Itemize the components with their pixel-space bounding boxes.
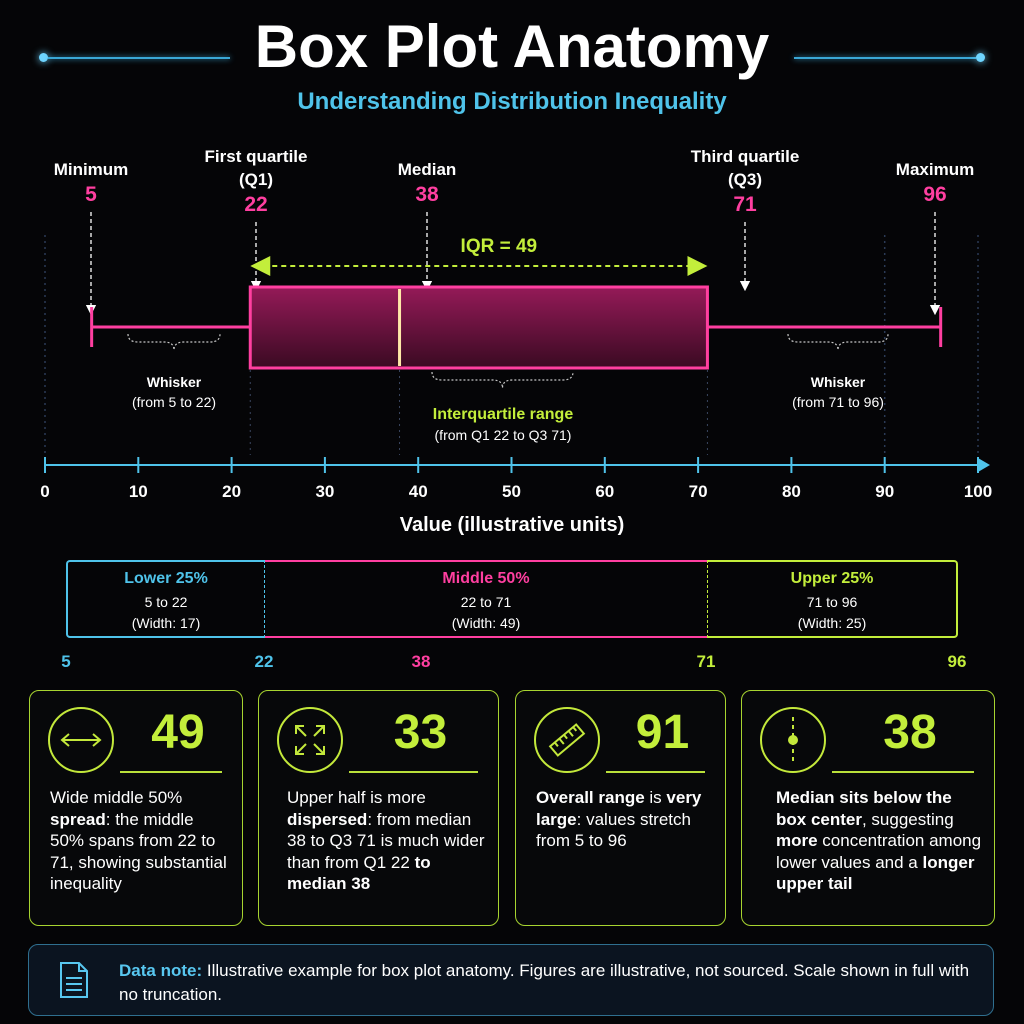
segment-tick-label: 96 xyxy=(947,652,967,671)
stat-label-q3: (Q3) xyxy=(728,170,762,189)
annotation-iqr-title: Interquartile range xyxy=(433,406,574,423)
stat-value-q3: 71 xyxy=(733,193,757,216)
segment-range: 22 to 71 xyxy=(460,594,512,610)
decor-line-right xyxy=(794,57,976,59)
brace-left-whisker xyxy=(127,333,221,351)
segment-1: Lower 25% 5 to 22 (Width: 17) xyxy=(66,560,265,638)
card-description: Wide middle 50% spread: the middle 50% s… xyxy=(50,788,227,893)
card-description: Median sits below the box center, sugges… xyxy=(776,788,982,893)
x-tick-label: 40 xyxy=(409,482,428,501)
card-stat-number: 91 xyxy=(635,706,690,759)
x-tick-label: 20 xyxy=(222,482,241,501)
x-tick-label: 80 xyxy=(782,482,801,501)
x-axis-arrow xyxy=(978,458,990,472)
card-description: Upper half is more dispersed: from media… xyxy=(287,788,485,893)
annotation-iqr-range: (from Q1 22 to Q3 71) xyxy=(435,427,572,443)
stat-label-min: Minimum xyxy=(54,160,129,179)
x-tick-label: 100 xyxy=(964,482,992,501)
document-icon xyxy=(60,962,88,998)
stat-label-median: Median xyxy=(398,160,457,179)
stat-label-q1: First quartile xyxy=(205,147,308,166)
insight-card-1: 49 Wide middle 50% spread: the middle 50%… xyxy=(29,690,243,926)
segment-title: Middle 50% xyxy=(442,570,530,587)
segment-title: Upper 25% xyxy=(790,570,874,587)
stat-value-q1: 22 xyxy=(244,193,267,216)
card-stat-number: 38 xyxy=(883,706,937,759)
segment-title: Lower 25% xyxy=(124,570,208,587)
data-note: Data note: Illustrative example for box … xyxy=(28,944,994,1016)
annotation-right-whisker-title: Whisker xyxy=(811,374,866,390)
stat-value-max: 96 xyxy=(923,183,946,206)
stat-label-max: Maximum xyxy=(896,160,974,179)
segment-width: (Width: 17) xyxy=(131,615,201,631)
x-axis-title: Value (illustrative units) xyxy=(400,514,625,536)
x-tick-label: 70 xyxy=(689,482,708,501)
data-note-label: Data note: xyxy=(119,961,203,980)
card-divider xyxy=(349,771,478,773)
card-divider xyxy=(120,771,222,773)
segment-tick-label: 5 xyxy=(61,652,71,671)
annotation-right-whisker-range: (from 71 to 96) xyxy=(792,394,884,410)
data-note-text: Data note: Illustrative example for box … xyxy=(119,959,979,1007)
card-divider xyxy=(832,771,974,773)
segment-tick-label: 38 xyxy=(411,652,431,671)
stat-value-median: 38 xyxy=(415,183,439,206)
median-marker-icon xyxy=(760,707,826,773)
ruler-icon xyxy=(534,707,600,773)
page-subtitle: Understanding Distribution Inequality xyxy=(297,88,727,115)
data-note-body: Illustrative example for box plot anatom… xyxy=(119,961,970,1004)
page-title: Box Plot Anatomy xyxy=(254,13,770,80)
annotation-left-whisker-title: Whisker xyxy=(147,374,202,390)
x-tick-label: 30 xyxy=(315,482,334,501)
card-divider xyxy=(606,771,705,773)
segment-tick-label: 22 xyxy=(254,652,274,671)
segment-2: Middle 50% 22 to 71 (Width: 49) xyxy=(265,560,707,638)
x-tick-label: 90 xyxy=(875,482,894,501)
segment-tick-label: 71 xyxy=(696,652,716,671)
insight-card-2: 33 Upper half is more dispersed: from med… xyxy=(258,690,499,926)
stat-label-q3: Third quartile xyxy=(691,147,800,166)
segment-3: Upper 25% 71 to 96 (Width: 25) xyxy=(707,560,958,638)
stat-label-q1: (Q1) xyxy=(239,170,273,189)
card-stat-number: 49 xyxy=(151,706,205,759)
x-tick-label: 0 xyxy=(40,482,49,501)
insight-card-4: 38 Median sits below the box center, sugg… xyxy=(741,690,995,926)
annotation-left-whisker-range: (from 5 to 22) xyxy=(132,394,216,410)
decor-dot-right xyxy=(976,53,985,62)
card-description: Overall range is very large: values stre… xyxy=(536,788,702,850)
decor-dot-left xyxy=(39,53,48,62)
segment-width: (Width: 49) xyxy=(451,615,521,631)
card-stat-number: 33 xyxy=(393,706,448,759)
x-tick-label: 10 xyxy=(129,482,148,501)
segment-width: (Width: 25) xyxy=(797,615,867,631)
decor-line-left xyxy=(48,57,230,59)
iqr-label: IQR = 49 xyxy=(461,236,538,257)
brace-right-whisker xyxy=(787,333,889,351)
brace-iqr xyxy=(431,371,574,389)
double-arrow-icon xyxy=(48,707,114,773)
segment-range: 71 to 96 xyxy=(806,594,858,610)
segment-range: 5 to 22 xyxy=(144,594,188,610)
x-tick-label: 60 xyxy=(595,482,614,501)
x-tick-label: 50 xyxy=(502,482,521,501)
box-plot-chart: Minimum 5 First quartile (Q1) 22 Median 38 Thir… xyxy=(40,147,992,536)
expand-arrows-icon xyxy=(277,707,343,773)
iqr-box xyxy=(248,285,709,370)
stat-value-min: 5 xyxy=(85,183,97,206)
insight-card-3: 91 Overall range is very large: values st… xyxy=(515,690,726,926)
